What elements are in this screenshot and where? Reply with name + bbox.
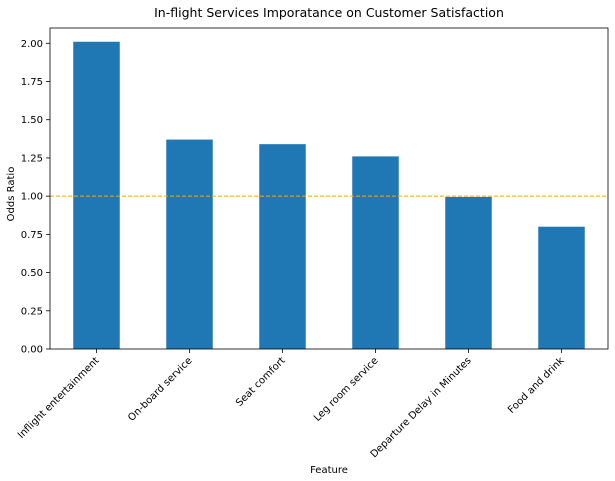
y-tick-label: 1.50 — [21, 115, 43, 126]
y-tick-label: 0.75 — [21, 230, 43, 241]
y-tick-label: 2.00 — [21, 39, 43, 50]
x-tick-label: Inflight entertainment — [16, 355, 102, 441]
plot-frame — [49, 27, 609, 350]
x-tick-label: Food and drink — [506, 355, 567, 416]
y-tick-label: 1.00 — [21, 192, 43, 203]
x-tick-label: Departure Delay in Minutes — [369, 355, 474, 460]
bars-group — [73, 41, 585, 349]
x-axis-label: Feature — [310, 465, 348, 476]
x-tick-label: Leg room service — [312, 355, 381, 424]
bar — [73, 41, 120, 349]
x-axis: Inflight entertainment On-board service Se… — [16, 349, 567, 460]
bar — [259, 144, 306, 349]
bar — [538, 226, 585, 349]
y-tick-label: 0.00 — [21, 345, 43, 356]
x-tick-label: On-board service — [126, 355, 194, 423]
x-tick-label: Seat comfort — [234, 355, 288, 409]
y-axis-label: Odds Ratio — [6, 167, 17, 222]
bar — [166, 139, 213, 349]
y-tick-label: 0.25 — [21, 306, 43, 317]
bar — [352, 156, 399, 349]
chart-title: In-flight Services Imporatance on Custom… — [154, 5, 504, 20]
y-tick-label: 1.25 — [21, 153, 43, 164]
y-axis: 0.00 0.25 0.50 0.75 1.00 1.25 1.50 1.75 2.00 — [21, 39, 50, 356]
y-tick-label: 1.75 — [21, 77, 43, 88]
bar — [445, 196, 492, 349]
y-tick-label: 0.50 — [21, 268, 43, 279]
